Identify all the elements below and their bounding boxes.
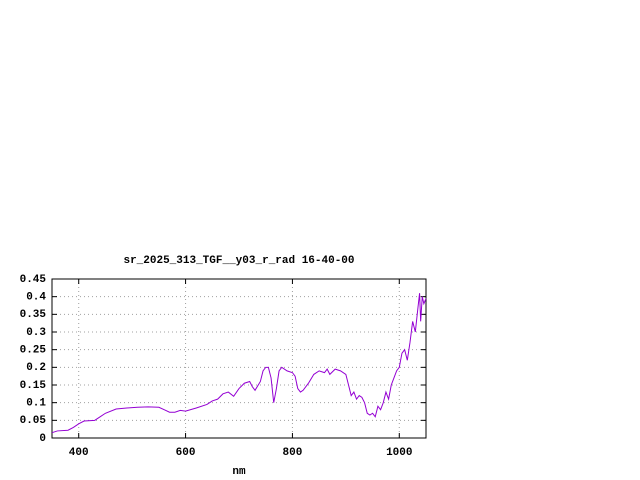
y-tick-label: 0.3 <box>26 327 46 339</box>
y-tick-label: 0.05 <box>20 415 47 427</box>
y-tick-label: 0.1 <box>26 398 46 410</box>
y-tick-label: 0 <box>39 433 46 445</box>
y-tick-label: 0.35 <box>20 309 47 321</box>
x-axis-label: nm <box>232 466 246 478</box>
x-tick-label: 600 <box>176 447 196 459</box>
y-tick-label: 0.2 <box>26 362 46 374</box>
y-tick-label: 0.4 <box>26 292 46 304</box>
x-tick-label: 1000 <box>386 447 412 459</box>
chart-title: sr_2025_313_TGF__y03_r_rad 16-40-00 <box>123 255 354 267</box>
plot-frame <box>51 278 427 439</box>
y-tick-label: 0.25 <box>20 345 47 357</box>
data-line <box>51 293 427 434</box>
x-tick-label: 400 <box>69 447 89 459</box>
y-tick-label: 0.15 <box>20 380 47 392</box>
x-tick-label: 800 <box>283 447 303 459</box>
y-tick-label: 0.45 <box>20 274 47 286</box>
